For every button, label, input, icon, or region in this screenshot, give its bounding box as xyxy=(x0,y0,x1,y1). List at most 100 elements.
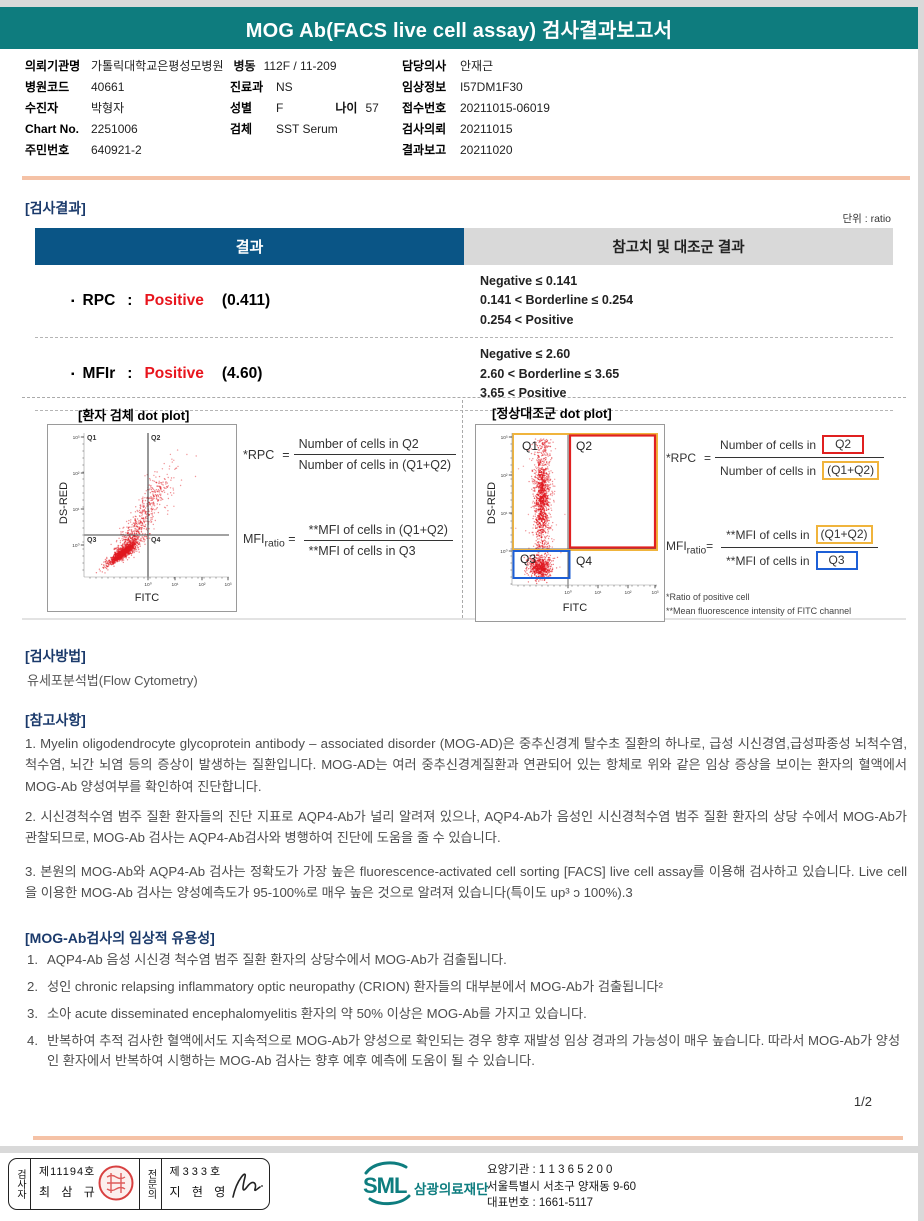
request-date-value: 20211015 xyxy=(460,122,513,136)
info-row-report-date: 결과보고 20211020 xyxy=(402,140,550,161)
mfi-fraction: **MFI of cells in (Q1+Q2) **MFI of cells… xyxy=(721,522,878,573)
quadrant-q4-label: Q4 xyxy=(576,554,593,568)
department-value: NS xyxy=(276,80,293,94)
hospital-code-label: 병원코드 xyxy=(25,80,70,94)
mfi-text: MFI xyxy=(243,531,265,546)
bullet-icon: ▪ xyxy=(71,368,75,380)
control-plot-xlabel: FITC xyxy=(562,602,588,614)
rpc-ref-line: Negative ≤ 0.141 xyxy=(480,274,578,288)
svg-text:10⁰: 10⁰ xyxy=(144,582,151,588)
mfir-status: Positive xyxy=(144,365,204,383)
footer-gray-band xyxy=(0,1146,924,1153)
item-number: 2. xyxy=(27,979,38,995)
doctor-label: 담당의사 xyxy=(402,59,447,73)
notes-section-title: [참고사항] xyxy=(25,712,86,728)
svg-text:10¹: 10¹ xyxy=(73,507,80,513)
info-row-receipt-no: 접수번호 20211015-06019 xyxy=(402,98,550,119)
hospital-code-value: 40661 xyxy=(91,80,125,94)
quadrant-q3-label: Q3 xyxy=(520,552,537,566)
divider-line-top xyxy=(22,176,910,180)
sml-logo-text: SML xyxy=(363,1173,407,1198)
signature-box: 검사자 제11194호 최 삼 규 전문의 제333호 지 현 영 xyxy=(8,1158,270,1210)
sex-label: 성별 xyxy=(230,101,253,115)
quadrant-q4-label: Q4 xyxy=(151,537,161,544)
q1q2-orange-box: (Q1+Q2) xyxy=(815,525,873,544)
specialist-cert: 제333호 xyxy=(169,1166,224,1178)
q1q2-orange-box: (Q1+Q2) xyxy=(822,461,880,480)
divider-line-bottom xyxy=(33,1136,903,1140)
mfir-ref-line: 3.65 < Positive xyxy=(480,385,567,400)
receipt-no-value: 20211015-06019 xyxy=(460,101,550,115)
institution-label: 의뢰기관명 xyxy=(25,59,81,73)
rpc-ref-line: 0.141 < Borderline ≤ 0.254 xyxy=(480,293,634,308)
red-stamp-icon xyxy=(98,1165,133,1201)
footnote-mfi: **Mean fluorescence intensity of FITC ch… xyxy=(666,606,852,617)
page-right-strip xyxy=(918,0,924,1221)
svg-text:10³: 10³ xyxy=(73,435,80,441)
svg-text:10⁰: 10⁰ xyxy=(564,590,571,596)
age-label: 나이 xyxy=(335,101,358,115)
chart-no-value: 2251006 xyxy=(91,122,138,136)
report-title-band: MOG Ab(FACS live cell assay) 검사결과보고서 xyxy=(0,7,918,49)
item-text: AQP4-Ab 음성 시신경 척수염 범주 질환 환자의 상당수에서 MOG-A… xyxy=(47,952,507,967)
patient-plot-title: [환자 검체 dot plot] xyxy=(78,408,190,423)
item-text: 소아 acute disseminated encephalomyelitis … xyxy=(47,1006,587,1022)
mfi-subscript: ratio xyxy=(264,538,285,550)
mfi-num-text: **MFI of cells in xyxy=(726,527,810,542)
info-row-department: 진료과 NS xyxy=(230,77,379,98)
rpc-status: Positive xyxy=(144,292,204,310)
svg-text:10³: 10³ xyxy=(501,435,508,441)
patient-name-value: 박형자 xyxy=(91,101,125,115)
list-item: 2. 성인 chronic relapsing inflammatory opt… xyxy=(27,977,907,996)
control-dot-plot: 10³ 10² 10¹ 10⁰ 10⁰ 10¹ 10² 10³ DS-RED FITC Q1 … xyxy=(475,424,665,622)
method-text: 유세포분석법(Flow Cytometry) xyxy=(27,673,198,688)
footnote-ratio: *Ratio of positive cell xyxy=(666,592,750,602)
mfi-subscript: ratio xyxy=(686,545,707,557)
mfi-numerator: **MFI of cells in (Q1+Q2) xyxy=(303,520,453,541)
info-row-doctor: 담당의사 안재근 xyxy=(402,56,550,77)
list-item: 4. 반복하여 추적 검사한 혈액에서도 지속적으로 MOG-Ab가 양성으로 … xyxy=(27,1031,907,1069)
rpc-formula-left: *RPC = Number of cells in Q2 Number of c… xyxy=(243,434,457,475)
patient-plot-ylabel: DS-RED xyxy=(58,481,70,525)
specialist-name: 지 현 영 xyxy=(169,1185,230,1199)
item-number: 3. xyxy=(27,1006,38,1022)
info-row-sex-age: 성별 F 나이 57 xyxy=(230,98,379,119)
svg-text:10³: 10³ xyxy=(652,590,659,596)
institution-value: 가톨릭대학교은평성모병원 xyxy=(91,59,224,73)
item-text: 성인 chronic relapsing inflammatory optic … xyxy=(47,979,663,995)
mfi-den-text: **MFI of cells in xyxy=(726,553,810,568)
mfir-result-cell: ▪ MFIr : Positive (4.60) xyxy=(35,338,464,410)
info-row-institution: 의뢰기관명 가톨릭대학교은평성모병원 병동 112F / 11-209 xyxy=(25,56,337,77)
results-table-header: 결과 참고치 및 대조군 결과 xyxy=(35,228,893,265)
info-row-clinical-info: 임상정보 I57DM1F30 xyxy=(402,77,550,98)
info-row-specimen: 검체 SST Serum xyxy=(230,119,379,140)
equals-sign: = xyxy=(282,447,290,462)
svg-text:10²: 10² xyxy=(199,582,206,588)
info-row-request-date: 검사의뢰 20211015 xyxy=(402,119,550,140)
mfi-text: MFI xyxy=(666,538,687,553)
specialist-role: 전문의 xyxy=(138,1159,162,1209)
mfi-denominator: **MFI of cells in Q3 xyxy=(721,548,877,573)
rpc-denominator: Number of cells in (Q1+Q2) xyxy=(715,458,884,483)
info-row-patient-name: 수진자 박형자 xyxy=(25,98,337,119)
page-top-strip xyxy=(0,0,924,7)
rpc-value: (0.411) xyxy=(221,292,271,310)
formula-footnotes: *Ratio of positive cell **Mean fluoresce… xyxy=(666,590,851,619)
sml-logo-icon: SML xyxy=(363,1161,411,1205)
results-table: 결과 참고치 및 대조군 결과 ▪ RPC : Positive (0.411)… xyxy=(35,228,893,412)
sex-value: F xyxy=(276,101,284,115)
mfir-reference-cell: Negative ≤ 2.60 2.60 < Borderline ≤ 3.65… xyxy=(464,338,893,410)
mfi-formula-left: MFIratio = **MFI of cells in (Q1+Q2) **M… xyxy=(243,520,453,561)
specimen-value: SST Serum xyxy=(276,122,338,136)
mfir-name: MFIr xyxy=(82,365,116,383)
address-line: 요양기관 : 1 1 3 6 5 2 0 0 xyxy=(487,1164,613,1176)
organization-name: 삼광의료재단 xyxy=(414,1182,489,1197)
patient-dot-plot: 10³ 10² 10¹ 10⁰ 10⁰ 10¹ 10² 10³ DS-RED FITC Q1 … xyxy=(47,424,237,612)
svg-text:10¹: 10¹ xyxy=(501,511,508,517)
rpc-colon: : xyxy=(127,292,133,310)
equals-sign: = xyxy=(288,531,296,546)
report-date-label: 결과보고 xyxy=(402,143,447,157)
rpc-formula-label: *RPC xyxy=(243,447,275,462)
examiner-cell: 제11194호 최 삼 규 xyxy=(31,1159,139,1209)
clinical-info-label: 임상정보 xyxy=(402,80,447,94)
